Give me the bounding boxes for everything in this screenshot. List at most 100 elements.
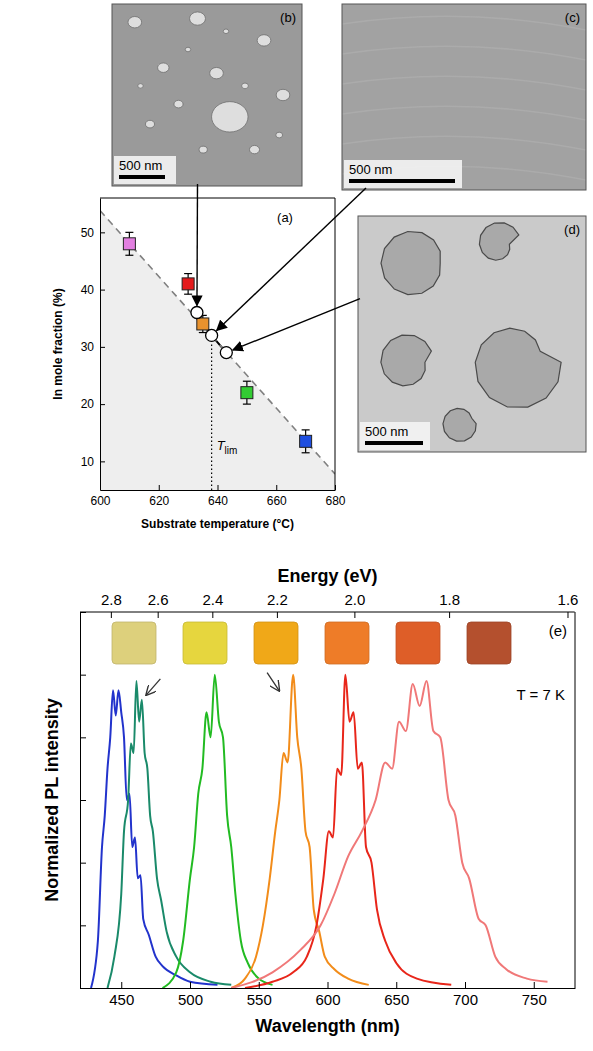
frame-right <box>335 198 336 490</box>
axis-line <box>100 199 101 491</box>
tick <box>80 863 86 864</box>
tick-mark <box>159 485 160 490</box>
tick: 600 <box>315 982 340 1008</box>
tick-mark <box>80 925 86 926</box>
axis: 600620640660680 <box>90 485 345 508</box>
micrograph-frame <box>342 4 586 190</box>
tick-label: 700 <box>453 991 478 1008</box>
trend-line <box>100 211 335 474</box>
sample-photo <box>467 622 511 664</box>
droplet <box>199 146 207 153</box>
tick: 750 <box>522 982 547 1008</box>
droplet <box>276 89 290 100</box>
panel-label: (b) <box>280 10 296 25</box>
tick-label: 40 <box>81 283 95 297</box>
tick-label: 500 <box>178 991 203 1008</box>
island <box>381 232 440 295</box>
plot-area <box>100 211 335 490</box>
annotation: Tlim <box>217 438 238 456</box>
tick <box>80 988 86 989</box>
axis <box>80 613 86 989</box>
pointer-arrow <box>196 184 198 306</box>
micrograph: 500 nm (b) <box>112 4 302 186</box>
micrograph-image <box>342 4 586 190</box>
tick: 660 <box>267 485 287 508</box>
island <box>443 408 476 441</box>
tick-label: 600 <box>315 991 340 1008</box>
plot-area <box>91 675 548 988</box>
droplet <box>138 84 143 89</box>
spectrum-line <box>231 681 547 988</box>
tick-label: 1.6 <box>558 591 579 608</box>
droplet <box>158 63 169 73</box>
tick: 620 <box>149 485 169 508</box>
panel-label: (d) <box>564 222 580 237</box>
micrograph-frame <box>358 216 586 452</box>
tick: 2.0 <box>344 591 365 618</box>
tick: 700 <box>453 982 478 1008</box>
droplet <box>257 35 271 46</box>
limit-line <box>211 335 212 490</box>
data-point <box>206 329 218 341</box>
micrograph: 500 nm (d) <box>358 216 586 452</box>
tick-label: 2.4 <box>202 591 223 608</box>
tick-mark <box>100 232 105 233</box>
droplet <box>249 145 259 153</box>
error-cap <box>243 381 251 382</box>
island <box>475 328 561 407</box>
axis-line <box>80 612 575 613</box>
sample-photo <box>396 622 440 664</box>
axis: 2.82.62.42.22.01.81.6 <box>80 591 578 618</box>
scale-bar-label: 500 nm <box>119 158 162 173</box>
tick: 10 <box>81 455 105 469</box>
surface-texture <box>342 46 586 60</box>
tick: 680 <box>325 485 345 508</box>
tick-mark <box>396 982 397 988</box>
error-cap <box>302 452 310 453</box>
data-point <box>241 387 253 399</box>
surface-texture <box>342 136 586 150</box>
error-cap <box>302 429 310 430</box>
sample-photo <box>325 622 369 664</box>
annotation-subscript: lim <box>225 445 238 456</box>
tick-mark <box>328 982 329 988</box>
data-point <box>220 347 232 359</box>
tick-mark <box>158 612 159 618</box>
axis-title: Normalized PL intensity <box>42 698 62 902</box>
panel-label: (e) <box>549 622 567 639</box>
data-point <box>191 307 203 319</box>
sample-photo <box>183 622 227 664</box>
tick-label: 2.2 <box>267 591 288 608</box>
tick-label: 650 <box>384 991 409 1008</box>
shoulder-arrow <box>267 673 279 691</box>
scale-bar <box>365 441 423 445</box>
tick: 2.4 <box>202 591 223 618</box>
tick-mark <box>100 347 105 348</box>
tick-mark <box>534 982 535 988</box>
tick-mark <box>111 612 112 618</box>
scale-bar-label: 500 nm <box>349 162 392 177</box>
data-point <box>123 238 135 250</box>
error-cap <box>243 404 251 405</box>
axis-line <box>101 490 336 491</box>
sample-photo <box>112 622 156 664</box>
droplet <box>185 47 190 52</box>
tick-label: 10 <box>81 455 95 469</box>
tick-mark <box>190 982 191 988</box>
micrograph-background <box>112 4 302 186</box>
tick: 1.8 <box>439 591 460 618</box>
scale-bar-label: 500 nm <box>365 424 408 439</box>
tick-label: 620 <box>149 494 169 508</box>
axis-title: Energy (eV) <box>277 566 377 586</box>
surface-texture <box>342 106 586 120</box>
panel-label: (a) <box>277 210 293 225</box>
scale-bar-patch <box>360 422 430 450</box>
tick-mark <box>80 675 86 676</box>
tick-mark <box>212 612 213 618</box>
island <box>479 223 518 260</box>
axis-title: Substrate temperature (°C) <box>141 517 294 531</box>
scale-bar <box>119 175 165 179</box>
tick-label: 20 <box>81 397 95 411</box>
scale-bar <box>349 179 455 183</box>
tick: 30 <box>81 340 105 354</box>
